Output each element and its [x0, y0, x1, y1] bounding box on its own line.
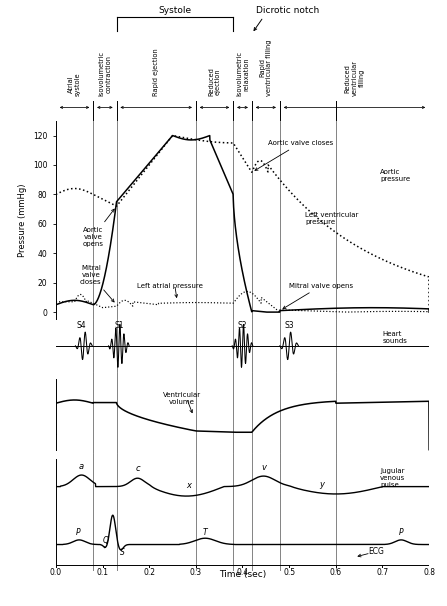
Y-axis label: Pressure (mmHg): Pressure (mmHg): [18, 184, 27, 257]
Text: Mitral valve opens: Mitral valve opens: [283, 282, 353, 308]
Text: S: S: [120, 548, 125, 557]
Text: Ventricular
volume: Ventricular volume: [163, 391, 201, 405]
Text: Atrial
systole: Atrial systole: [68, 73, 81, 96]
Text: Reduced
ventricular
filling: Reduced ventricular filling: [345, 60, 364, 96]
Text: Dicrotic notch: Dicrotic notch: [257, 5, 320, 15]
Text: P: P: [399, 528, 404, 538]
Text: Rapid ejection: Rapid ejection: [153, 48, 159, 96]
Text: 0.3: 0.3: [190, 568, 202, 577]
Text: S2: S2: [238, 321, 247, 330]
Text: Aortic
pressure: Aortic pressure: [380, 169, 410, 182]
Text: S3: S3: [284, 321, 294, 330]
Text: S1: S1: [114, 321, 124, 330]
Text: v: v: [261, 463, 266, 471]
Text: 0.1: 0.1: [97, 568, 109, 577]
Text: T: T: [203, 528, 207, 537]
Text: 0.5: 0.5: [283, 568, 295, 577]
Text: a: a: [79, 462, 84, 471]
Text: Isovolumetric
contraction: Isovolumetric contraction: [98, 52, 111, 96]
Text: S4: S4: [77, 321, 86, 330]
Text: c: c: [135, 464, 140, 473]
Text: Aortic
valve
opens: Aortic valve opens: [83, 209, 114, 247]
Text: 0.2: 0.2: [143, 568, 155, 577]
Text: 0.7: 0.7: [376, 568, 388, 577]
Text: x: x: [186, 481, 191, 490]
Text: 0.0: 0.0: [50, 568, 62, 577]
Text: Left atrial pressure: Left atrial pressure: [137, 282, 203, 288]
Text: Rapid
ventricular filling: Rapid ventricular filling: [259, 40, 272, 96]
Text: Jugular
venous
pulse: Jugular venous pulse: [380, 468, 405, 488]
Text: Left ventricular
pressure: Left ventricular pressure: [305, 212, 359, 225]
Text: 0.4: 0.4: [236, 568, 249, 577]
Text: Mitral
valve
closes: Mitral valve closes: [80, 265, 114, 302]
Text: Aortic valve closes: Aortic valve closes: [255, 140, 333, 170]
Text: 0.6: 0.6: [330, 568, 342, 577]
Text: 0.8: 0.8: [423, 568, 435, 577]
Text: Q: Q: [103, 536, 109, 545]
Text: Reduced
ejection: Reduced ejection: [208, 67, 221, 96]
Text: Isovolumetric
relaxation: Isovolumetric relaxation: [236, 52, 249, 96]
Text: ECG: ECG: [368, 547, 384, 556]
Text: y: y: [319, 479, 325, 488]
Text: P: P: [76, 528, 80, 538]
Text: Heart
sounds: Heart sounds: [383, 330, 407, 344]
Text: Systole: Systole: [158, 5, 191, 15]
Text: Time (sec): Time (sec): [219, 570, 266, 579]
